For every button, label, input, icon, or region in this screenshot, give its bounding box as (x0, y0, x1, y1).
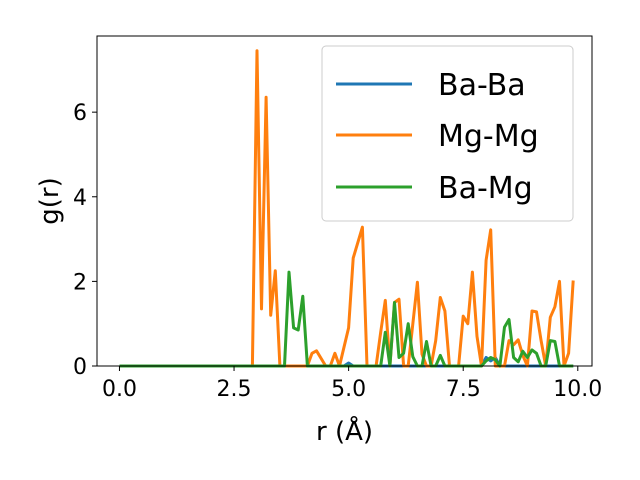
y-axis: 0 2 4 6 (73, 101, 97, 380)
legend-label-ba-ba: Ba-Ba (438, 68, 526, 103)
y-axis-label: g(r) (35, 177, 65, 224)
x-tick-label: 5.0 (331, 377, 366, 402)
y-tick-label: 4 (73, 186, 87, 211)
x-axis: 0.0 2.5 5.0 7.5 10.0 (102, 366, 602, 402)
series-line-ba-mg (119, 270, 574, 368)
x-tick-label: 10.0 (553, 377, 602, 402)
y-tick-label: 6 (73, 101, 87, 126)
y-tick-label: 0 (73, 355, 87, 380)
y-tick-label: 2 (73, 270, 87, 295)
plot-frame (96, 35, 593, 367)
legend-box (321, 45, 574, 222)
series-line-mg-mg (119, 49, 575, 368)
x-axis-label: r (Å) (316, 415, 373, 447)
x-tick-label: 7.5 (446, 377, 481, 402)
x-tick-label: 2.5 (217, 377, 252, 402)
legend-label-ba-mg: Ba-Mg (438, 171, 533, 206)
x-tick-label: 0.0 (102, 377, 137, 402)
legend: Ba-Ba Mg-Mg Ba-Mg (321, 45, 574, 222)
legend-label-mg-mg: Mg-Mg (438, 119, 539, 154)
